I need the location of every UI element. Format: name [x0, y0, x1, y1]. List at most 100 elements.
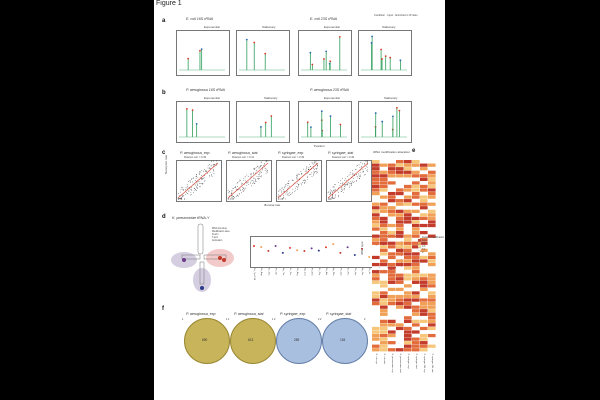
scatter-point [194, 180, 196, 181]
dotplot-tick-label: Pa_Asp [260, 268, 263, 276]
scatter-point [202, 183, 203, 185]
scatter-point [266, 169, 268, 171]
heatmap-cell [396, 326, 404, 331]
scatter-point [256, 169, 258, 171]
scatter-point [197, 185, 198, 186]
heatmap-cell [404, 309, 412, 313]
heatmap-cell [428, 234, 436, 238]
scatter-point [284, 186, 286, 188]
peak-marker [371, 35, 374, 38]
heatmap-cell [404, 287, 412, 292]
heatmap-cell [428, 213, 436, 217]
venn-2-left: 1 [228, 318, 230, 321]
legend-swatch [417, 238, 422, 242]
scatter-point [259, 167, 261, 169]
heatmap-cell [420, 191, 428, 196]
legend-e-v2: 0.3 [422, 245, 426, 248]
scatter-point [338, 187, 339, 189]
heatmap-cell [404, 348, 412, 352]
heatmap-cell [428, 298, 436, 302]
peak-marker [392, 115, 394, 118]
scatter-point [252, 182, 253, 184]
scatter-point [304, 182, 305, 184]
peak-marker [338, 36, 341, 38]
scatter-point [332, 197, 333, 198]
scatter-point [348, 183, 350, 185]
heatmap-cell [396, 238, 404, 242]
heatmap-cell [420, 188, 428, 192]
dot-mark [317, 249, 320, 252]
scatter-point [186, 192, 187, 193]
dotplot-tick-label: Ps_Val [275, 268, 277, 275]
heatmap-cell [372, 337, 380, 341]
scatter-point [209, 167, 210, 169]
scatter-point [204, 171, 206, 172]
scatter-point [296, 186, 297, 188]
heatmap-cell [372, 259, 380, 263]
peak-marker [185, 108, 188, 110]
heatmap-cell [388, 170, 396, 174]
scatter-point [181, 186, 182, 188]
scatter-point [190, 194, 191, 196]
panel-c-title-2: P. aeruginosa_stat [228, 151, 258, 155]
peak-marker [381, 58, 383, 60]
scatter-point [303, 168, 305, 170]
scatter-point [248, 181, 249, 183]
scatter-point [259, 178, 261, 180]
scatter-point [301, 184, 302, 186]
heatmap-cell [412, 270, 420, 274]
heatmap-cell [372, 223, 380, 228]
heatmap-cell [404, 238, 412, 242]
scatter-point [314, 160, 316, 162]
peak-marker [200, 48, 203, 51]
scatter-point [191, 190, 193, 191]
scatter-point [343, 192, 344, 193]
scatter-point [284, 187, 286, 189]
scatter-point [245, 187, 247, 189]
panel-a-group2-title: E. coli 23S rRNA [310, 17, 337, 21]
dot-mark [274, 245, 277, 248]
scatter-point [188, 181, 190, 182]
scatter-point [312, 162, 314, 164]
scatter-point [255, 180, 257, 181]
scatter-point [256, 167, 257, 169]
heatmap-cell [388, 209, 396, 213]
venn-circle-1 [184, 318, 230, 364]
peak-marker [253, 41, 256, 44]
heatmap-cell [396, 206, 404, 210]
scatter-point [332, 196, 333, 197]
scatter-point [333, 198, 334, 199]
scatter-point [311, 172, 313, 174]
scatter-point [258, 167, 260, 169]
heatmap-cell [380, 333, 388, 338]
scatter-point [237, 194, 239, 196]
heatmap-cell [404, 330, 412, 334]
heatmap-cell [396, 170, 404, 174]
heatmap-cell [380, 252, 388, 256]
heatmap-cell [380, 287, 388, 292]
scatter-point [288, 180, 290, 182]
scatter-point [297, 174, 298, 176]
heatmap-cell [396, 287, 404, 292]
scatter-point [201, 175, 202, 176]
scatter-point [314, 162, 315, 164]
heatmap-cell [420, 273, 428, 277]
scatter-point [236, 195, 238, 196]
scatter-point [210, 168, 211, 169]
scatter-point [366, 170, 368, 171]
heatmap-cell [412, 216, 420, 221]
heatmap-cell [428, 181, 436, 185]
scatter-point [351, 174, 353, 176]
legend-e-v4: 0 [422, 251, 424, 254]
heatmap-cell [396, 191, 404, 196]
scatter-point [211, 176, 213, 177]
heatmap-cell [372, 220, 380, 224]
heatmap-cell [396, 181, 404, 185]
scatter-point [287, 185, 289, 186]
scatter-point [340, 180, 342, 181]
scatter-point [304, 170, 306, 172]
heatmap-cell [372, 231, 380, 235]
heatmap-cell [404, 223, 412, 228]
dotplot-tick-label: Ec_Gly [318, 268, 320, 276]
scatter-point [288, 183, 289, 184]
